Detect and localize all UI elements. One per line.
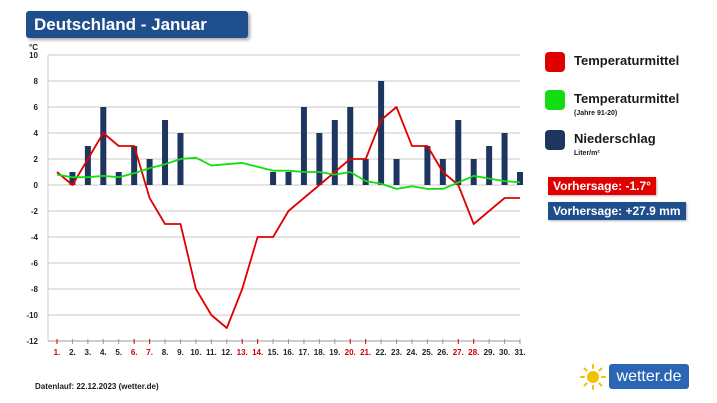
x-tick-label: 10.	[190, 348, 201, 357]
y-tick-label: 0	[34, 181, 39, 190]
y-axis-unit: °C	[29, 43, 38, 52]
precipitation-bar	[378, 81, 385, 185]
x-tick-label: 7.	[146, 348, 153, 357]
precipitation-bar	[84, 146, 91, 185]
y-tick-label: 2	[34, 155, 39, 164]
y-tick-label: -10	[26, 311, 38, 320]
temperature-line	[56, 106, 520, 329]
precipitation-bar	[424, 146, 431, 185]
x-tick-label: 25.	[422, 348, 433, 357]
x-tick-label: 12.	[221, 348, 232, 357]
precipitation-bar	[470, 159, 477, 185]
x-axis: 1. 2. 3. 4. 5. 6. 7. 8. 9. 10. 11. 12. 13. 14. 15. 16. 1…	[48, 339, 526, 357]
x-tick-label: 5.	[115, 348, 122, 357]
legend-sublabel: Liter/m²	[574, 150, 600, 157]
chart-grid	[48, 54, 520, 342]
x-tick-label: 8.	[162, 348, 169, 357]
precipitation-bar	[393, 159, 400, 185]
forecast-temperature: Vorhersage: -1.7°	[548, 177, 656, 195]
precipitation-bar	[270, 172, 277, 185]
x-tick-label: 17.	[298, 348, 309, 357]
legend-swatch-green	[545, 90, 565, 110]
y-tick-label: 8	[34, 77, 39, 86]
x-tick-label: 26.	[437, 348, 448, 357]
x-tick-label: 29.	[484, 348, 495, 357]
y-tick-label: -6	[31, 259, 39, 268]
y-tick-label: 4	[34, 129, 39, 138]
legend-swatch-blue	[545, 130, 565, 150]
legend-label: Temperaturmittel	[574, 91, 680, 106]
temperature-normal-line	[56, 156, 521, 190]
precipitation-bar	[455, 120, 462, 185]
page-title: Deutschland - Januar	[26, 11, 248, 38]
precipitation-bar	[69, 172, 76, 185]
precipitation-bar	[300, 107, 307, 185]
legend-sublabel: (Jahre 91-20)	[574, 110, 618, 117]
legend-swatch-red	[545, 52, 565, 72]
x-tick-label: 21.	[360, 348, 371, 357]
forecast-precipitation: Vorhersage: +27.9 mm	[548, 202, 686, 220]
footer-timestamp: Datenlauf: 22.12.2023 (wetter.de)	[35, 382, 159, 391]
x-tick-label: 18.	[314, 348, 325, 357]
precipitation-bar	[486, 146, 493, 185]
precipitation-bar	[131, 146, 138, 185]
x-tick-label: 11.	[206, 348, 217, 357]
x-tick-label: 4.	[100, 348, 107, 357]
x-tick-label: 28.	[468, 348, 479, 357]
precipitation-bar	[146, 159, 153, 185]
y-tick-label: 6	[34, 103, 39, 112]
precipitation-bar	[100, 107, 107, 185]
precipitation-bar	[115, 172, 122, 185]
legend-label: Niederschlag	[574, 131, 656, 146]
y-tick-label: -12	[26, 337, 38, 346]
y-tick-label: -4	[31, 233, 39, 242]
y-axis: -12 -10 -8 -6 -4 -2 0 2 4 6 8 10°C	[26, 43, 49, 346]
precipitation-bar	[347, 107, 354, 185]
precipitation-bar	[316, 133, 323, 185]
x-tick-label: 13.	[237, 348, 248, 357]
x-tick-label: 22.	[376, 348, 387, 357]
x-tick-label: 1.	[54, 348, 61, 357]
y-tick-label: -8	[31, 285, 39, 294]
x-tick-label: 20.	[345, 348, 356, 357]
precipitation-bar	[501, 133, 508, 185]
precipitation-bar	[362, 159, 369, 185]
y-tick-label: -2	[31, 207, 39, 216]
precipitation-bar	[517, 172, 523, 185]
x-tick-label: 3.	[85, 348, 92, 357]
sun-icon	[580, 364, 606, 390]
x-tick-label: 30.	[499, 348, 510, 357]
y-tick-label: 10	[29, 51, 38, 60]
x-tick-label: 6.	[131, 348, 138, 357]
precipitation-bar	[285, 172, 292, 185]
precipitation-bar	[162, 120, 169, 185]
legend-label: Temperaturmittel	[574, 53, 680, 68]
x-tick-label: 31.	[514, 348, 525, 357]
x-tick-label: 27.	[453, 348, 464, 357]
x-tick-label: 16.	[283, 348, 294, 357]
x-tick-label: 19.	[329, 348, 340, 357]
x-tick-label: 15.	[268, 348, 279, 357]
x-tick-label: 14.	[252, 348, 263, 357]
x-tick-label: 9.	[177, 348, 184, 357]
temperature-lines	[56, 106, 521, 329]
x-tick-label: 2.	[69, 348, 76, 357]
x-tick-label: 24.	[406, 348, 417, 357]
wetter-logo: wetter.de	[579, 364, 689, 390]
x-tick-label: 23.	[391, 348, 402, 357]
logo-text: wetter.de	[609, 364, 689, 389]
precipitation-bar	[331, 120, 338, 185]
